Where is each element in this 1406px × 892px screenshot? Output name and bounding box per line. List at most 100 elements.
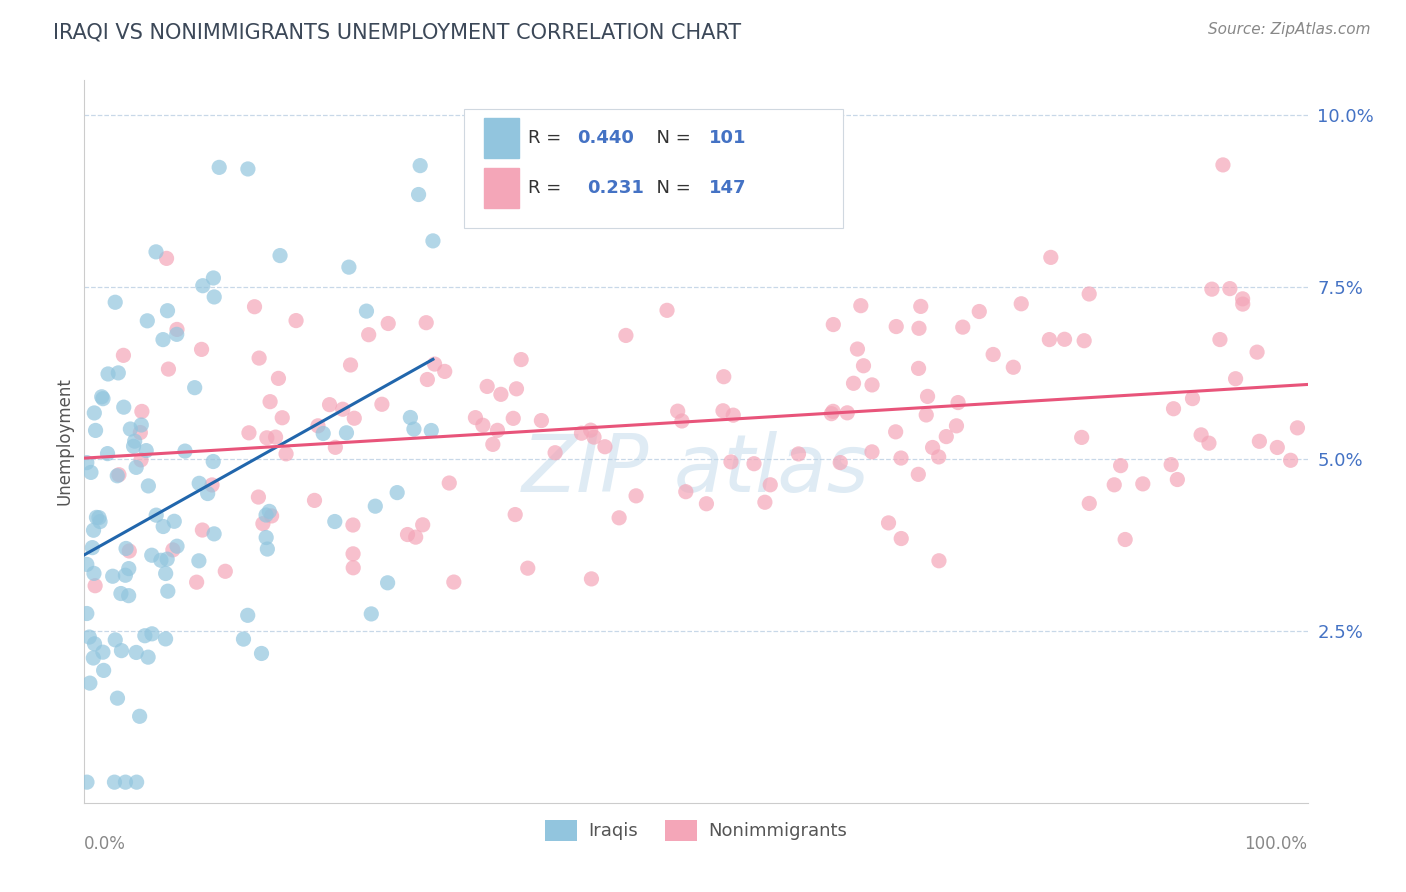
Point — [191, 278, 214, 293]
Point — [83, 566, 105, 581]
Point — [666, 404, 689, 418]
Point — [118, 544, 141, 558]
Point — [582, 430, 605, 444]
Point — [118, 561, 141, 575]
Point — [860, 378, 883, 392]
Point — [79, 676, 101, 690]
Point — [108, 467, 131, 482]
Point — [183, 381, 205, 395]
Point — [1053, 332, 1076, 346]
Point — [156, 584, 179, 599]
Point — [107, 366, 129, 380]
Point — [138, 479, 160, 493]
Point — [307, 418, 329, 433]
Point — [120, 422, 142, 436]
Point — [981, 347, 1004, 361]
Point — [489, 387, 512, 401]
Point — [82, 541, 104, 555]
Point — [190, 343, 212, 357]
Point — [415, 316, 437, 330]
Point — [134, 629, 156, 643]
Point — [890, 451, 912, 466]
Point — [935, 429, 957, 443]
Point — [910, 300, 932, 314]
Point — [475, 379, 498, 393]
Point — [1249, 434, 1271, 449]
Point — [884, 319, 907, 334]
Point — [166, 539, 188, 553]
Point — [908, 321, 931, 335]
Point — [188, 476, 211, 491]
Point — [145, 244, 167, 259]
Point — [156, 552, 179, 566]
Point — [93, 664, 115, 678]
Point — [156, 303, 179, 318]
Point — [312, 426, 335, 441]
FancyBboxPatch shape — [464, 109, 842, 228]
Point — [396, 527, 419, 541]
Text: IRAQI VS NONIMMIGRANTS UNEMPLOYMENT CORRELATION CHART: IRAQI VS NONIMMIGRANTS UNEMPLOYMENT CORR… — [53, 22, 741, 42]
Point — [323, 515, 346, 529]
Point — [837, 406, 859, 420]
Point — [830, 456, 852, 470]
Point — [377, 317, 399, 331]
Point — [105, 468, 128, 483]
Point — [655, 303, 678, 318]
Point — [1189, 428, 1212, 442]
Point — [202, 526, 225, 541]
Point — [112, 400, 135, 414]
Point — [149, 553, 172, 567]
Point — [129, 453, 152, 467]
Point — [890, 532, 912, 546]
Point — [952, 320, 974, 334]
Point — [502, 411, 524, 425]
Point — [260, 508, 283, 523]
Point — [107, 691, 129, 706]
Point — [1070, 430, 1092, 444]
Point — [1209, 333, 1232, 347]
Point — [1002, 360, 1025, 375]
Point — [823, 404, 845, 418]
Point — [614, 328, 637, 343]
Point — [1181, 392, 1204, 406]
Point — [711, 404, 734, 418]
Point — [166, 322, 188, 336]
Point — [115, 541, 138, 556]
Point — [967, 304, 990, 318]
Point — [921, 441, 943, 455]
Point — [860, 445, 883, 459]
Legend: Iraqis, Nonimmigrants: Iraqis, Nonimmigrants — [537, 813, 855, 848]
Text: 0.440: 0.440 — [578, 128, 634, 146]
Point — [76, 558, 98, 572]
Point — [928, 450, 950, 464]
Point — [505, 382, 527, 396]
Point — [360, 607, 382, 621]
Point — [136, 314, 159, 328]
Point — [416, 372, 439, 386]
Point — [1265, 441, 1288, 455]
Point — [118, 589, 141, 603]
Point — [1078, 496, 1101, 510]
Point — [97, 367, 120, 381]
Point — [186, 575, 208, 590]
Point — [482, 437, 505, 451]
Point — [285, 313, 308, 327]
Point — [91, 645, 114, 659]
Point — [101, 569, 124, 583]
Point — [1078, 287, 1101, 301]
Point — [357, 327, 380, 342]
Point — [1225, 372, 1247, 386]
Point — [377, 575, 399, 590]
Point — [1232, 292, 1254, 306]
Point — [405, 530, 427, 544]
Point — [76, 607, 98, 621]
Point — [76, 456, 98, 470]
Point — [356, 304, 378, 318]
Point — [713, 369, 735, 384]
Point — [1198, 436, 1220, 450]
Text: 101: 101 — [710, 128, 747, 146]
Point — [187, 554, 209, 568]
Point — [83, 406, 105, 420]
Point — [103, 775, 125, 789]
Point — [267, 371, 290, 385]
